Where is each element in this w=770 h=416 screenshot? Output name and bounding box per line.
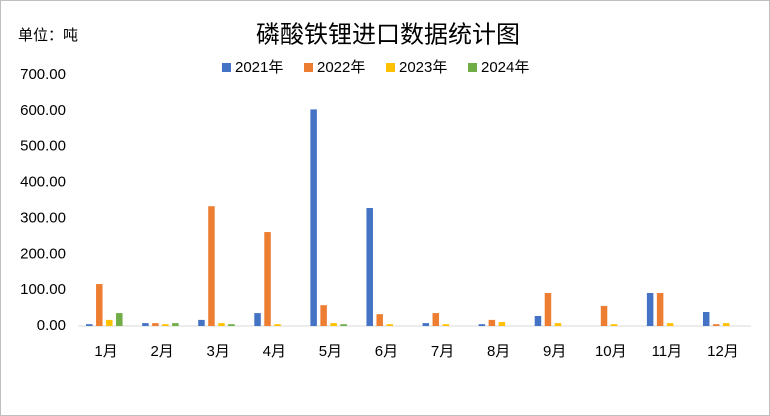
bar <box>106 319 113 326</box>
bar <box>544 293 552 326</box>
bar <box>218 323 225 326</box>
bar <box>386 324 393 326</box>
bar <box>228 324 235 326</box>
bar <box>534 315 542 326</box>
bar <box>96 284 103 326</box>
bar <box>422 323 430 326</box>
bar <box>320 305 327 326</box>
legend-swatch <box>304 63 313 72</box>
y-tick-label: 300.00 <box>20 209 66 226</box>
x-tick-label: 2月 <box>150 343 173 360</box>
bar <box>142 323 149 326</box>
legend-label: 2021年 <box>235 59 283 76</box>
legend-swatch <box>468 63 477 72</box>
y-tick-label: 500.00 <box>20 138 66 155</box>
bar <box>376 314 383 326</box>
chart-title: 磷酸铁锂进口数据统计图 <box>256 21 520 48</box>
bar <box>152 323 159 326</box>
bar <box>116 313 123 326</box>
bar <box>712 324 720 326</box>
bar <box>442 324 450 326</box>
bar <box>86 324 93 326</box>
unit-label: 单位：吨 <box>18 27 78 44</box>
x-tick-label: 6月 <box>375 343 398 360</box>
x-tick-label: 5月 <box>319 343 342 360</box>
bar <box>162 324 169 326</box>
y-tick-label: 700.00 <box>20 66 66 83</box>
x-tick-label: 11月 <box>652 343 683 360</box>
bar <box>198 319 205 326</box>
bar <box>208 206 215 326</box>
bar <box>330 323 337 326</box>
x-tick-label: 4月 <box>263 343 286 360</box>
bar <box>478 324 486 326</box>
bar <box>600 305 608 326</box>
y-tick-label: 100.00 <box>20 281 66 298</box>
legend-swatch <box>222 63 231 72</box>
x-tick-label: 1月 <box>94 343 117 360</box>
y-tick-label: 400.00 <box>20 174 66 191</box>
bar <box>610 324 618 326</box>
bar <box>656 293 664 326</box>
bar <box>702 312 710 326</box>
y-tick-label: 600.00 <box>20 102 66 119</box>
bar <box>264 232 271 326</box>
bar <box>340 324 347 326</box>
bar <box>432 313 440 326</box>
bar <box>554 323 562 326</box>
legend-swatch <box>386 63 395 72</box>
bar <box>722 323 730 326</box>
x-tick-label: 12月 <box>707 343 739 360</box>
x-tick-label: 7月 <box>431 343 454 360</box>
bar <box>488 319 496 326</box>
legend-label: 2024年 <box>481 59 529 76</box>
x-tick-label: 10月 <box>595 343 627 360</box>
bar <box>310 109 317 327</box>
bar <box>498 322 506 326</box>
x-tick-label: 9月 <box>543 343 566 360</box>
bar <box>666 323 674 326</box>
bar <box>366 208 373 326</box>
legend-label: 2023年 <box>399 59 447 76</box>
y-tick-label: 0.00 <box>37 317 66 334</box>
legend-label: 2022年 <box>317 59 365 76</box>
bar <box>274 324 281 326</box>
y-tick-label: 200.00 <box>20 245 66 262</box>
x-tick-label: 3月 <box>207 343 230 360</box>
bar <box>254 313 261 326</box>
x-tick-label: 8月 <box>487 343 510 360</box>
bar <box>172 323 179 326</box>
bar <box>646 293 654 326</box>
